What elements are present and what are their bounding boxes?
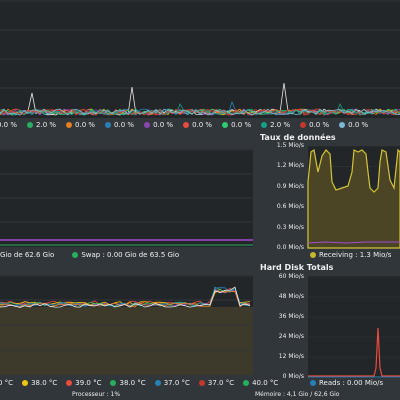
cpu-legend: 0.0 % 2.0 % 0.0 % 0.0 % 0.0 % 0.0 % 0.0 % 2.0 %… xyxy=(0,121,378,129)
legend-dot-icon xyxy=(183,122,190,128)
y-tick-label: 12 Mio/s xyxy=(278,353,304,360)
legend-dot-icon xyxy=(66,122,73,128)
legend-label: 0.0 % xyxy=(348,121,369,129)
y-tick-label: 24 Mio/s xyxy=(278,333,304,340)
swap-legend-item: Swap : 0.00 Gio de 63.5 Gio xyxy=(72,251,179,259)
legend-item: 0 °C xyxy=(0,379,13,387)
temperature-series-lines xyxy=(0,286,251,308)
legend-label: 38.0 °C xyxy=(31,379,58,387)
legend-label: 0.0 % xyxy=(309,121,330,129)
legend-item: 0.0 % xyxy=(105,121,134,129)
reads-legend-item: Reads : 0.00 Mio/s xyxy=(310,379,383,387)
y-tick-label: 60 Mio/s xyxy=(278,273,304,280)
cpu-history-plot xyxy=(0,0,400,116)
legend-dot-icon xyxy=(243,380,250,386)
legend-label: 38.0 °C xyxy=(119,379,146,387)
y-tick-label: 48 Mio/s xyxy=(278,293,304,300)
legend-item: 2.0 % xyxy=(261,121,290,129)
legend-dot-icon xyxy=(105,122,112,128)
legend-dot-icon xyxy=(261,122,268,128)
y-tick-label: 36 Mio/s xyxy=(278,313,304,320)
legend-dot-icon xyxy=(22,380,29,386)
legend-item: 40.0 °C xyxy=(243,379,278,387)
legend-label: 37.0 °C xyxy=(207,379,235,387)
y-tick-label: 0.3 Mio/s xyxy=(276,223,304,231)
legend-label: 0.0 % xyxy=(231,121,252,129)
legend-dot-icon xyxy=(300,122,307,128)
legend-dot-icon xyxy=(154,380,161,386)
legend-item: 0.0 % xyxy=(183,121,212,129)
network-plot xyxy=(307,145,400,249)
cpu-series-lines xyxy=(0,82,400,116)
swap-legend-label: Swap : 0.00 Gio de 63.5 Gio xyxy=(81,251,180,259)
memory-status: Mémoire : 4,1 Gio / 62,6 Gio xyxy=(255,391,340,398)
y-tick-label: 0.0 Mio/s xyxy=(276,244,304,251)
network-title: Taux de données xyxy=(260,133,336,142)
legend-dot-icon xyxy=(27,122,34,128)
legend-label: 39.0 °C xyxy=(75,379,102,387)
temperature-legend: 0 °C 38.0 °C 39.0 °C 38.0 °C 37.0 °C 37.0 °C 4… xyxy=(0,379,287,387)
y-tick-label: 1.5 Mio/s xyxy=(276,142,304,149)
memory-legend-label: Gio de 62.6 Gio xyxy=(0,251,55,259)
legend-label: 0.0 % xyxy=(0,121,18,129)
temperature-panel xyxy=(0,275,253,375)
legend-item: 0.0 % xyxy=(0,121,17,129)
legend-label: 0.0 % xyxy=(192,121,213,129)
temperature-series-line xyxy=(0,286,251,308)
legend-dot-icon xyxy=(222,122,229,128)
legend-item: 39.0 °C xyxy=(66,379,101,387)
disk-legend: Reads : 0.00 Mio/s xyxy=(310,379,383,387)
legend-item: 0.0 % xyxy=(66,121,95,129)
disk-title: Hard Disk Totals xyxy=(260,263,334,272)
legend-item: 2.0 % xyxy=(27,121,56,129)
temperature-plot xyxy=(0,275,253,375)
receiving-legend-item: Receiving : 1.3 Mio/s xyxy=(310,251,391,259)
legend-dot-icon xyxy=(144,122,151,128)
disk-panel: 60 Mio/s 48 Mio/s 36 Mio/s 24 Mio/s 12 Mio/s… xyxy=(256,273,400,381)
legend-item: 38.0 °C xyxy=(22,379,57,387)
legend-item: 37.0 °C xyxy=(154,379,190,387)
legend-dot-icon xyxy=(339,122,346,128)
receiving-dot-icon xyxy=(310,252,316,258)
legend-dot-icon xyxy=(66,380,73,386)
memory-legend-item: Gio de 62.6 Gio xyxy=(0,251,54,259)
legend-item: 0.0 % xyxy=(222,121,251,129)
y-tick-label: 0 Mio/s xyxy=(282,373,304,380)
legend-label: 0.0 % xyxy=(114,121,135,129)
legend-label: 0 °C xyxy=(0,379,14,387)
swap-dot-icon xyxy=(72,252,79,258)
processor-status: Processeur : 1% xyxy=(72,391,121,398)
legend-item: 0.0 % xyxy=(339,121,368,129)
legend-item: 0.0 % xyxy=(144,121,173,129)
reads-legend-label: Reads : 0.00 Mio/s xyxy=(319,379,384,387)
legend-dot-icon xyxy=(110,380,117,386)
cpu-history-panel xyxy=(0,0,400,118)
legend-label: 0.0 % xyxy=(153,121,174,129)
legend-item: 38.0 °C xyxy=(110,379,146,387)
legend-label: 2.0 % xyxy=(36,121,57,129)
y-tick-label: 1.2 Mio/s xyxy=(276,162,304,170)
legend-item: 37.0 °C xyxy=(198,379,235,387)
y-tick-label: 0.9 Mio/s xyxy=(276,182,304,190)
memory-history-panel xyxy=(0,149,253,247)
legend-dot-icon xyxy=(198,380,205,386)
y-tick-label: 0.6 Mio/s xyxy=(276,203,304,211)
network-legend: Receiving : 1.3 Mio/s xyxy=(310,251,391,259)
network-panel: 1.5 Mio/s 1.2 Mio/s 0.9 Mio/s 0.6 Mio/s 0.3 … xyxy=(256,142,400,258)
legend-label: 0.0 % xyxy=(75,121,96,129)
legend-label: 37.0 °C xyxy=(163,379,190,387)
memory-history-plot xyxy=(0,149,253,246)
disk-plot xyxy=(308,276,400,378)
cpu-series-line xyxy=(0,108,400,116)
memory-legend: Gio de 62.6 Gio Swap : 0.00 Gio de 63.5 … xyxy=(0,251,179,259)
reads-line xyxy=(308,327,400,377)
sending-line xyxy=(307,241,400,244)
reads-dot-icon xyxy=(310,380,316,386)
receiving-legend-label: Receiving : 1.3 Mio/s xyxy=(319,251,392,259)
legend-item: 0.0 % xyxy=(300,121,329,129)
receiving-area xyxy=(307,148,400,249)
legend-label: 2.0 % xyxy=(270,121,291,129)
legend-label: 40.0 °C xyxy=(252,379,279,387)
